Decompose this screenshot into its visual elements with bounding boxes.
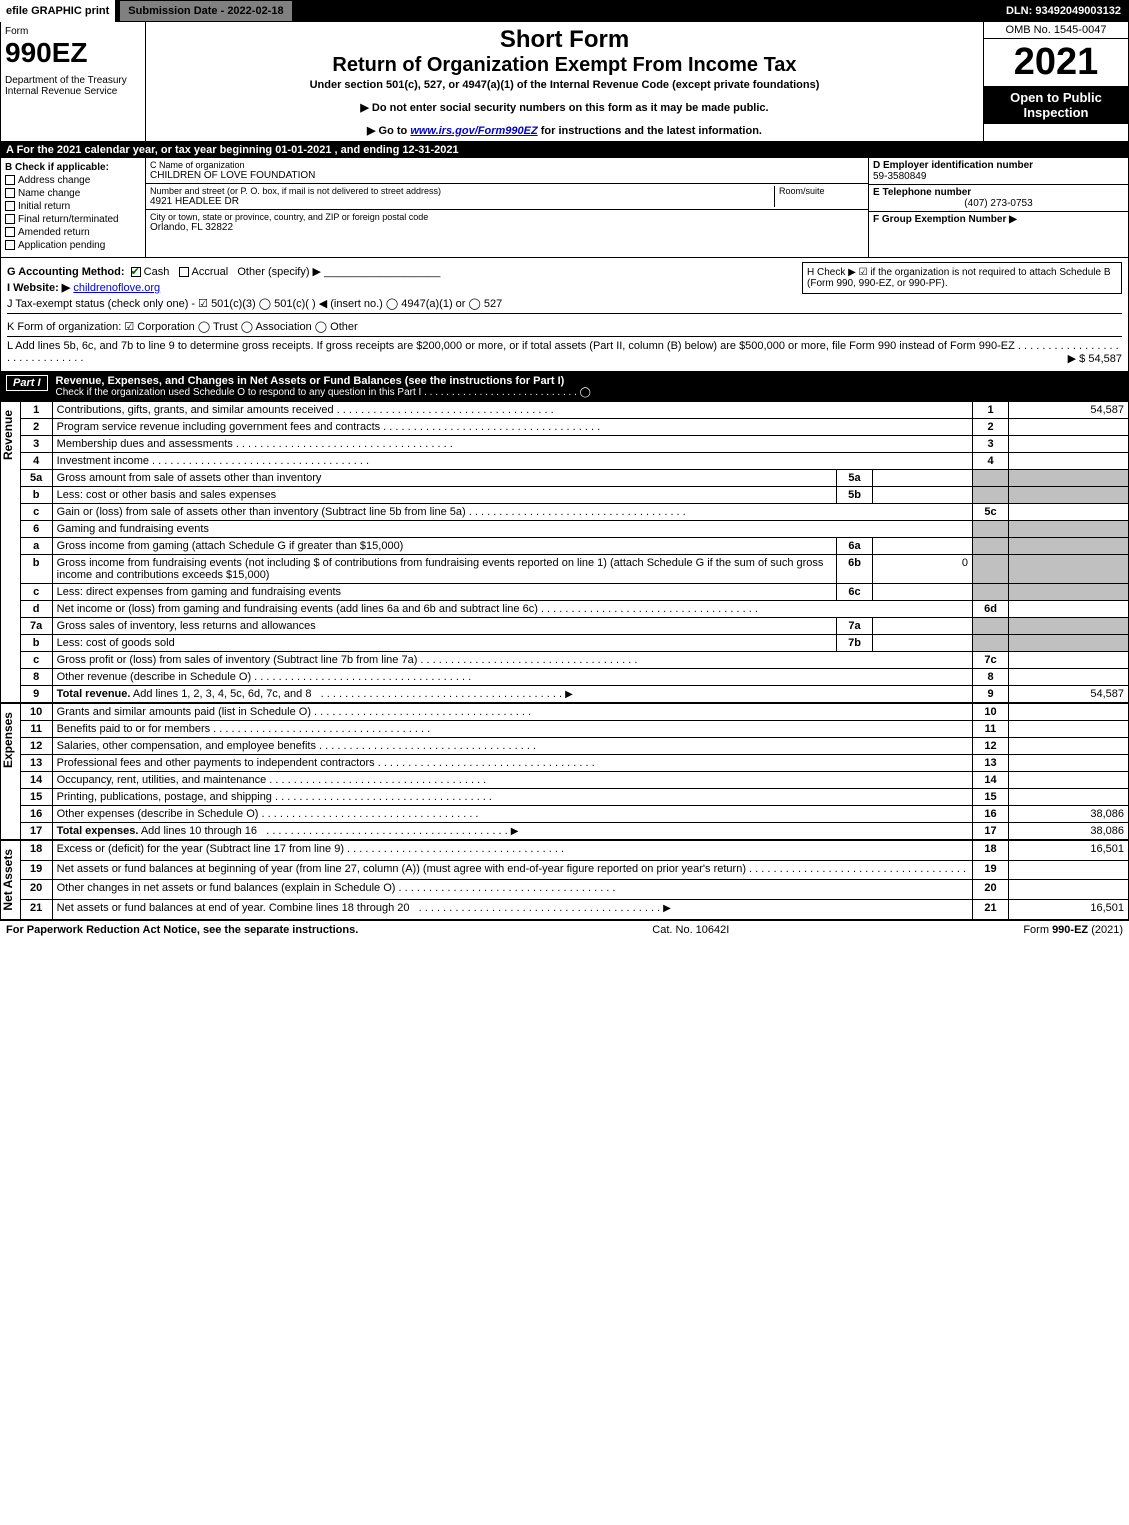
form-title: Return of Organization Exempt From Incom…: [152, 54, 977, 77]
table-row: aGross income from gaming (attach Schedu…: [20, 538, 1128, 555]
submission-date: Submission Date - 2022-02-18: [119, 0, 292, 22]
line-k: K Form of organization: ☑ Corporation ◯ …: [7, 317, 1122, 337]
box-h: H Check ▶ ☑ if the organization is not r…: [802, 262, 1122, 294]
line-j: J Tax-exempt status (check only one) - ☑…: [7, 297, 1122, 314]
org-name: CHILDREN OF LOVE FOUNDATION: [150, 170, 864, 181]
org-street: 4921 HEADLEE DR: [150, 196, 774, 207]
box-b-item[interactable]: Amended return: [5, 227, 141, 238]
table-row: 19Net assets or fund balances at beginni…: [20, 860, 1128, 880]
box-b-item[interactable]: Initial return: [5, 201, 141, 212]
table-row: 11Benefits paid to or for members . . . …: [20, 721, 1128, 738]
revenue-side-label: Revenue: [0, 401, 20, 703]
netassets-table: 18Excess or (deficit) for the year (Subt…: [20, 840, 1129, 920]
part-1-sub: Check if the organization used Schedule …: [56, 387, 422, 398]
form-word: Form: [5, 26, 141, 37]
revenue-table: 1Contributions, gifts, grants, and simil…: [20, 401, 1129, 703]
c-city-label: City or town, state or province, country…: [150, 212, 864, 222]
footer-mid: Cat. No. 10642I: [652, 924, 729, 936]
c-street-label: Number and street (or P. O. box, if mail…: [150, 186, 774, 196]
table-row: 14Occupancy, rent, utilities, and mainte…: [20, 772, 1128, 789]
table-row: 3Membership dues and assessments . . . .…: [20, 436, 1128, 453]
revenue-section: Revenue 1Contributions, gifts, grants, a…: [0, 401, 1129, 703]
table-row: 9Total revenue. Add lines 1, 2, 3, 4, 5c…: [20, 686, 1128, 703]
expenses-table: 10Grants and similar amounts paid (list …: [20, 703, 1129, 840]
c-name-label: C Name of organization: [150, 160, 864, 170]
header-right: OMB No. 1545-0047 2021 Open to Public In…: [983, 22, 1128, 141]
expenses-side-label: Expenses: [0, 703, 20, 840]
efile-label[interactable]: efile GRAPHIC print: [0, 0, 115, 22]
table-row: 13Professional fees and other payments t…: [20, 755, 1128, 772]
box-c: C Name of organization CHILDREN OF LOVE …: [146, 158, 868, 257]
cash-checkbox[interactable]: [131, 267, 141, 277]
table-row: 2Program service revenue including gover…: [20, 419, 1128, 436]
accrual-checkbox[interactable]: [179, 267, 189, 277]
footer-left: For Paperwork Reduction Act Notice, see …: [6, 924, 358, 936]
table-row: 5aGross amount from sale of assets other…: [20, 470, 1128, 487]
table-row: 7aGross sales of inventory, less returns…: [20, 618, 1128, 635]
table-row: 20Other changes in net assets or fund ba…: [20, 880, 1128, 900]
tax-year: 2021: [984, 39, 1128, 86]
line-a: A For the 2021 calendar year, or tax yea…: [0, 142, 1129, 158]
box-b: B Check if applicable: Address change Nam…: [1, 158, 146, 257]
info-g-to-l: H Check ▶ ☑ if the organization is not r…: [0, 258, 1129, 372]
table-row: bLess: cost of goods sold7b: [20, 635, 1128, 652]
irs-link[interactable]: www.irs.gov/Form990EZ: [410, 125, 537, 137]
form-subtitle: Under section 501(c), 527, or 4947(a)(1)…: [152, 79, 977, 91]
header-left: Form 990EZ Department of the Treasury In…: [1, 22, 146, 141]
table-row: 17Total expenses. Add lines 10 through 1…: [20, 823, 1128, 840]
ein: 59-3580849: [873, 171, 926, 182]
f-label: F Group Exemption Number ▶: [873, 214, 1017, 225]
table-row: dNet income or (loss) from gaming and fu…: [20, 601, 1128, 618]
table-row: 6Gaming and fundraising events: [20, 521, 1128, 538]
short-form-title: Short Form: [152, 26, 977, 54]
note-ssn: ▶ Do not enter social security numbers o…: [152, 101, 977, 114]
table-row: cLess: direct expenses from gaming and f…: [20, 584, 1128, 601]
omb-number: OMB No. 1545-0047: [984, 22, 1128, 39]
header-mid: Short Form Return of Organization Exempt…: [146, 22, 983, 141]
c-room-label: Room/suite: [779, 186, 864, 196]
table-row: bGross income from fundraising events (n…: [20, 555, 1128, 584]
table-row: 18Excess or (deficit) for the year (Subt…: [20, 841, 1128, 861]
e-label: E Telephone number: [873, 187, 971, 198]
dln-label: DLN: 93492049003132: [998, 3, 1129, 19]
part-1-num: Part I: [6, 375, 48, 391]
department: Department of the Treasury Internal Reve…: [5, 75, 141, 97]
netassets-section: Net Assets 18Excess or (deficit) for the…: [0, 840, 1129, 920]
d-label: D Employer identification number: [873, 160, 1033, 171]
box-b-label: B Check if applicable:: [5, 162, 141, 173]
section-b-to-f: B Check if applicable: Address change Nam…: [0, 158, 1129, 258]
website-link[interactable]: childrenoflove.org: [73, 282, 160, 294]
box-b-item[interactable]: Application pending: [5, 240, 141, 251]
table-row: 12Salaries, other compensation, and empl…: [20, 738, 1128, 755]
note-url: ▶ Go to www.irs.gov/Form990EZ for instru…: [152, 124, 977, 137]
table-row: 21Net assets or fund balances at end of …: [20, 899, 1128, 919]
table-row: cGain or (loss) from sale of assets othe…: [20, 504, 1128, 521]
table-row: 10Grants and similar amounts paid (list …: [20, 704, 1128, 721]
table-row: 15Printing, publications, postage, and s…: [20, 789, 1128, 806]
box-b-item[interactable]: Name change: [5, 188, 141, 199]
netassets-side-label: Net Assets: [0, 840, 20, 920]
expenses-section: Expenses 10Grants and similar amounts pa…: [0, 703, 1129, 840]
part-1-title: Revenue, Expenses, and Changes in Net As…: [56, 375, 565, 387]
org-city: Orlando, FL 32822: [150, 222, 864, 233]
inspection-badge: Open to Public Inspection: [984, 86, 1128, 124]
part-1-header: Part I Revenue, Expenses, and Changes in…: [0, 372, 1129, 401]
table-row: 4Investment income . . . . . . . . . . .…: [20, 453, 1128, 470]
table-row: bLess: cost or other basis and sales exp…: [20, 487, 1128, 504]
gross-receipts: ▶ $ 54,587: [1068, 352, 1122, 365]
table-row: cGross profit or (loss) from sales of in…: [20, 652, 1128, 669]
table-row: 1Contributions, gifts, grants, and simil…: [20, 402, 1128, 419]
table-row: 8Other revenue (describe in Schedule O) …: [20, 669, 1128, 686]
line-l: L Add lines 5b, 6c, and 7b to line 9 to …: [7, 340, 1122, 364]
footer-right: Form 990-EZ (2021): [1023, 924, 1123, 936]
box-b-item[interactable]: Final return/terminated: [5, 214, 141, 225]
box-b-item[interactable]: Address change: [5, 175, 141, 186]
top-bar: efile GRAPHIC print Submission Date - 20…: [0, 0, 1129, 22]
footer: For Paperwork Reduction Act Notice, see …: [0, 920, 1129, 939]
form-header: Form 990EZ Department of the Treasury In…: [0, 22, 1129, 142]
telephone: (407) 273-0753: [873, 198, 1124, 209]
table-row: 16Other expenses (describe in Schedule O…: [20, 806, 1128, 823]
box-d-to-f: D Employer identification number 59-3580…: [868, 158, 1128, 257]
form-number: 990EZ: [5, 37, 141, 69]
